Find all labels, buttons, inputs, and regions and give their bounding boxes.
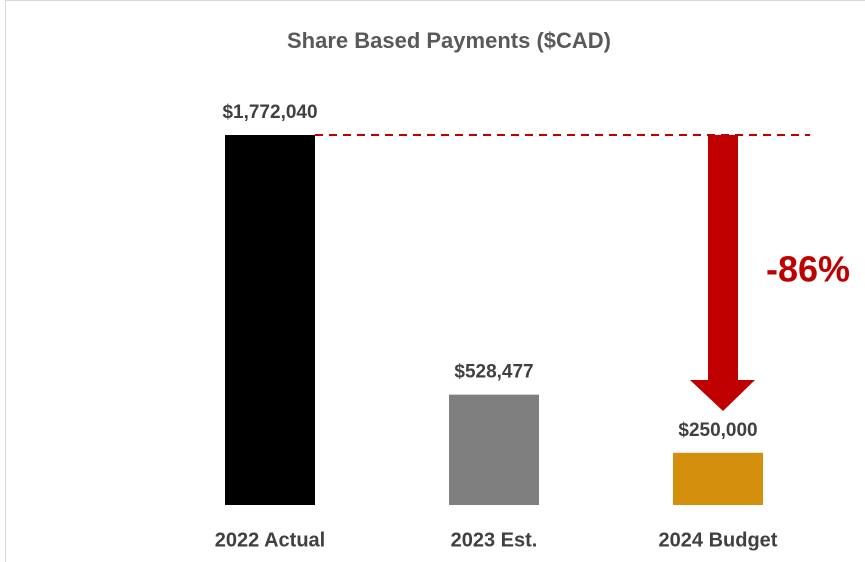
- bar: [449, 394, 539, 505]
- value-label: $1,772,040: [222, 102, 317, 123]
- chart-title: Share Based Payments ($CAD): [287, 28, 611, 53]
- arrow: [690, 135, 755, 411]
- annotation: -86%: [766, 249, 850, 290]
- x-tick-label: 2023 Est.: [451, 529, 538, 551]
- x-tick-label: 2024 Budget: [659, 529, 778, 551]
- bar: [225, 135, 315, 505]
- x-tick-label: 2022 Actual: [215, 529, 325, 551]
- value-label: $528,477: [454, 362, 533, 383]
- bar: [673, 452, 763, 505]
- value-label: $250,000: [678, 420, 757, 441]
